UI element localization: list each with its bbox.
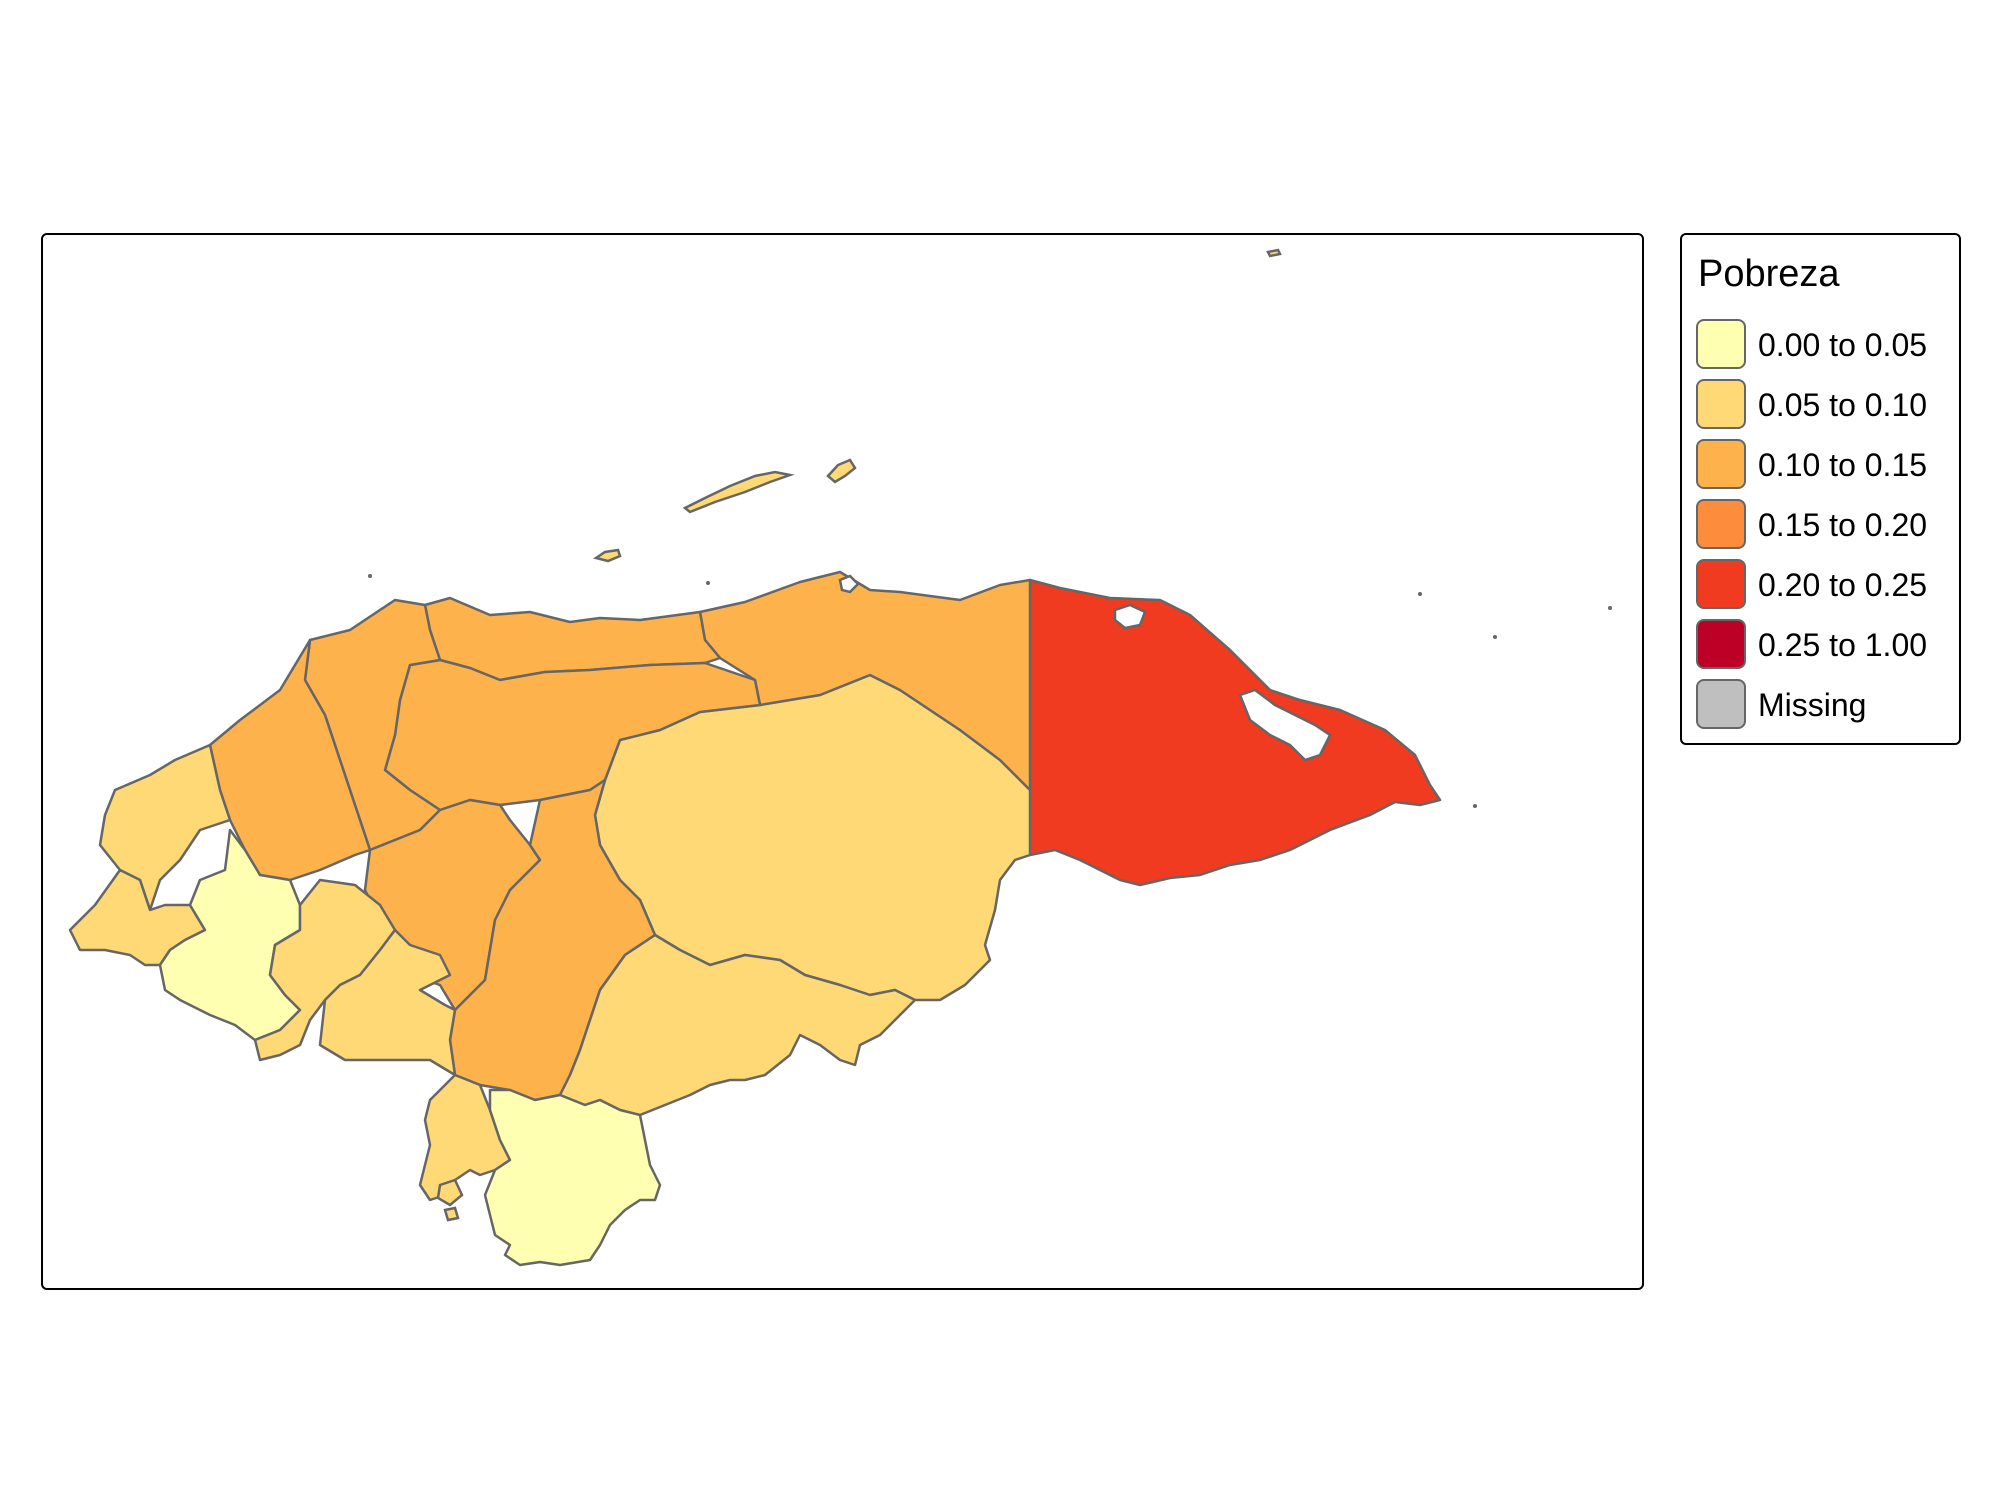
island-gulf-fonseca[interactable] — [436, 1178, 464, 1207]
lagoon-ibans — [838, 574, 860, 594]
legend-item: 0.15 to 0.20 — [1696, 499, 1956, 553]
legend-label: 0.20 to 0.25 — [1758, 567, 1928, 603]
legend-item: 0.20 to 0.25 — [1696, 559, 1956, 613]
island-utila[interactable] — [592, 548, 622, 563]
cay-dot — [1493, 635, 1497, 639]
lagoon-caratasca — [1238, 688, 1332, 762]
dept-gracias-a-dios[interactable] — [1028, 578, 1442, 887]
legend-item: 0.10 to 0.15 — [1696, 439, 1956, 493]
island-guanaja[interactable] — [826, 458, 857, 484]
legend-item: 0.25 to 1.00 — [1696, 619, 1956, 673]
legend-swatch — [1696, 559, 1746, 609]
legend-title: Pobreza — [1698, 253, 1840, 295]
legend-label: 0.15 to 0.20 — [1758, 507, 1928, 543]
cay-dot — [1473, 804, 1477, 808]
legend-item: 0.05 to 0.10 — [1696, 379, 1956, 433]
lagoon-brus — [1113, 603, 1147, 630]
legend: Pobreza 0.00 to 0.05 0.05 to 0.10 0.10 to … — [1680, 233, 1961, 745]
legend-swatch — [1696, 439, 1746, 489]
legend-label: 0.00 to 0.05 — [1758, 327, 1928, 363]
legend-item: Missing — [1696, 679, 1956, 733]
legend-swatch — [1696, 379, 1746, 429]
island-swan[interactable] — [1266, 248, 1282, 258]
legend-label: 0.05 to 0.10 — [1758, 387, 1928, 423]
dept-choluteca[interactable] — [483, 1088, 662, 1267]
cay-dot — [1418, 592, 1422, 596]
cay-dot — [368, 574, 372, 578]
legend-label: Missing — [1758, 687, 1867, 723]
legend-swatch — [1696, 679, 1746, 729]
cay-dot — [706, 581, 710, 585]
island-roatan[interactable] — [682, 470, 795, 514]
island-gulf-fonseca-small[interactable] — [443, 1206, 460, 1222]
dept-intibuca[interactable] — [253, 878, 397, 1062]
legend-swatch — [1696, 619, 1746, 669]
legend-label: 0.10 to 0.15 — [1758, 447, 1928, 483]
legend-item: 0.00 to 0.05 — [1696, 319, 1956, 373]
legend-swatch — [1696, 319, 1746, 369]
legend-swatch — [1696, 499, 1746, 549]
dept-el-paraiso[interactable] — [558, 933, 917, 1117]
dept-copan[interactable] — [98, 743, 232, 912]
legend-label: 0.25 to 1.00 — [1758, 627, 1928, 663]
cay-dot — [1608, 606, 1612, 610]
